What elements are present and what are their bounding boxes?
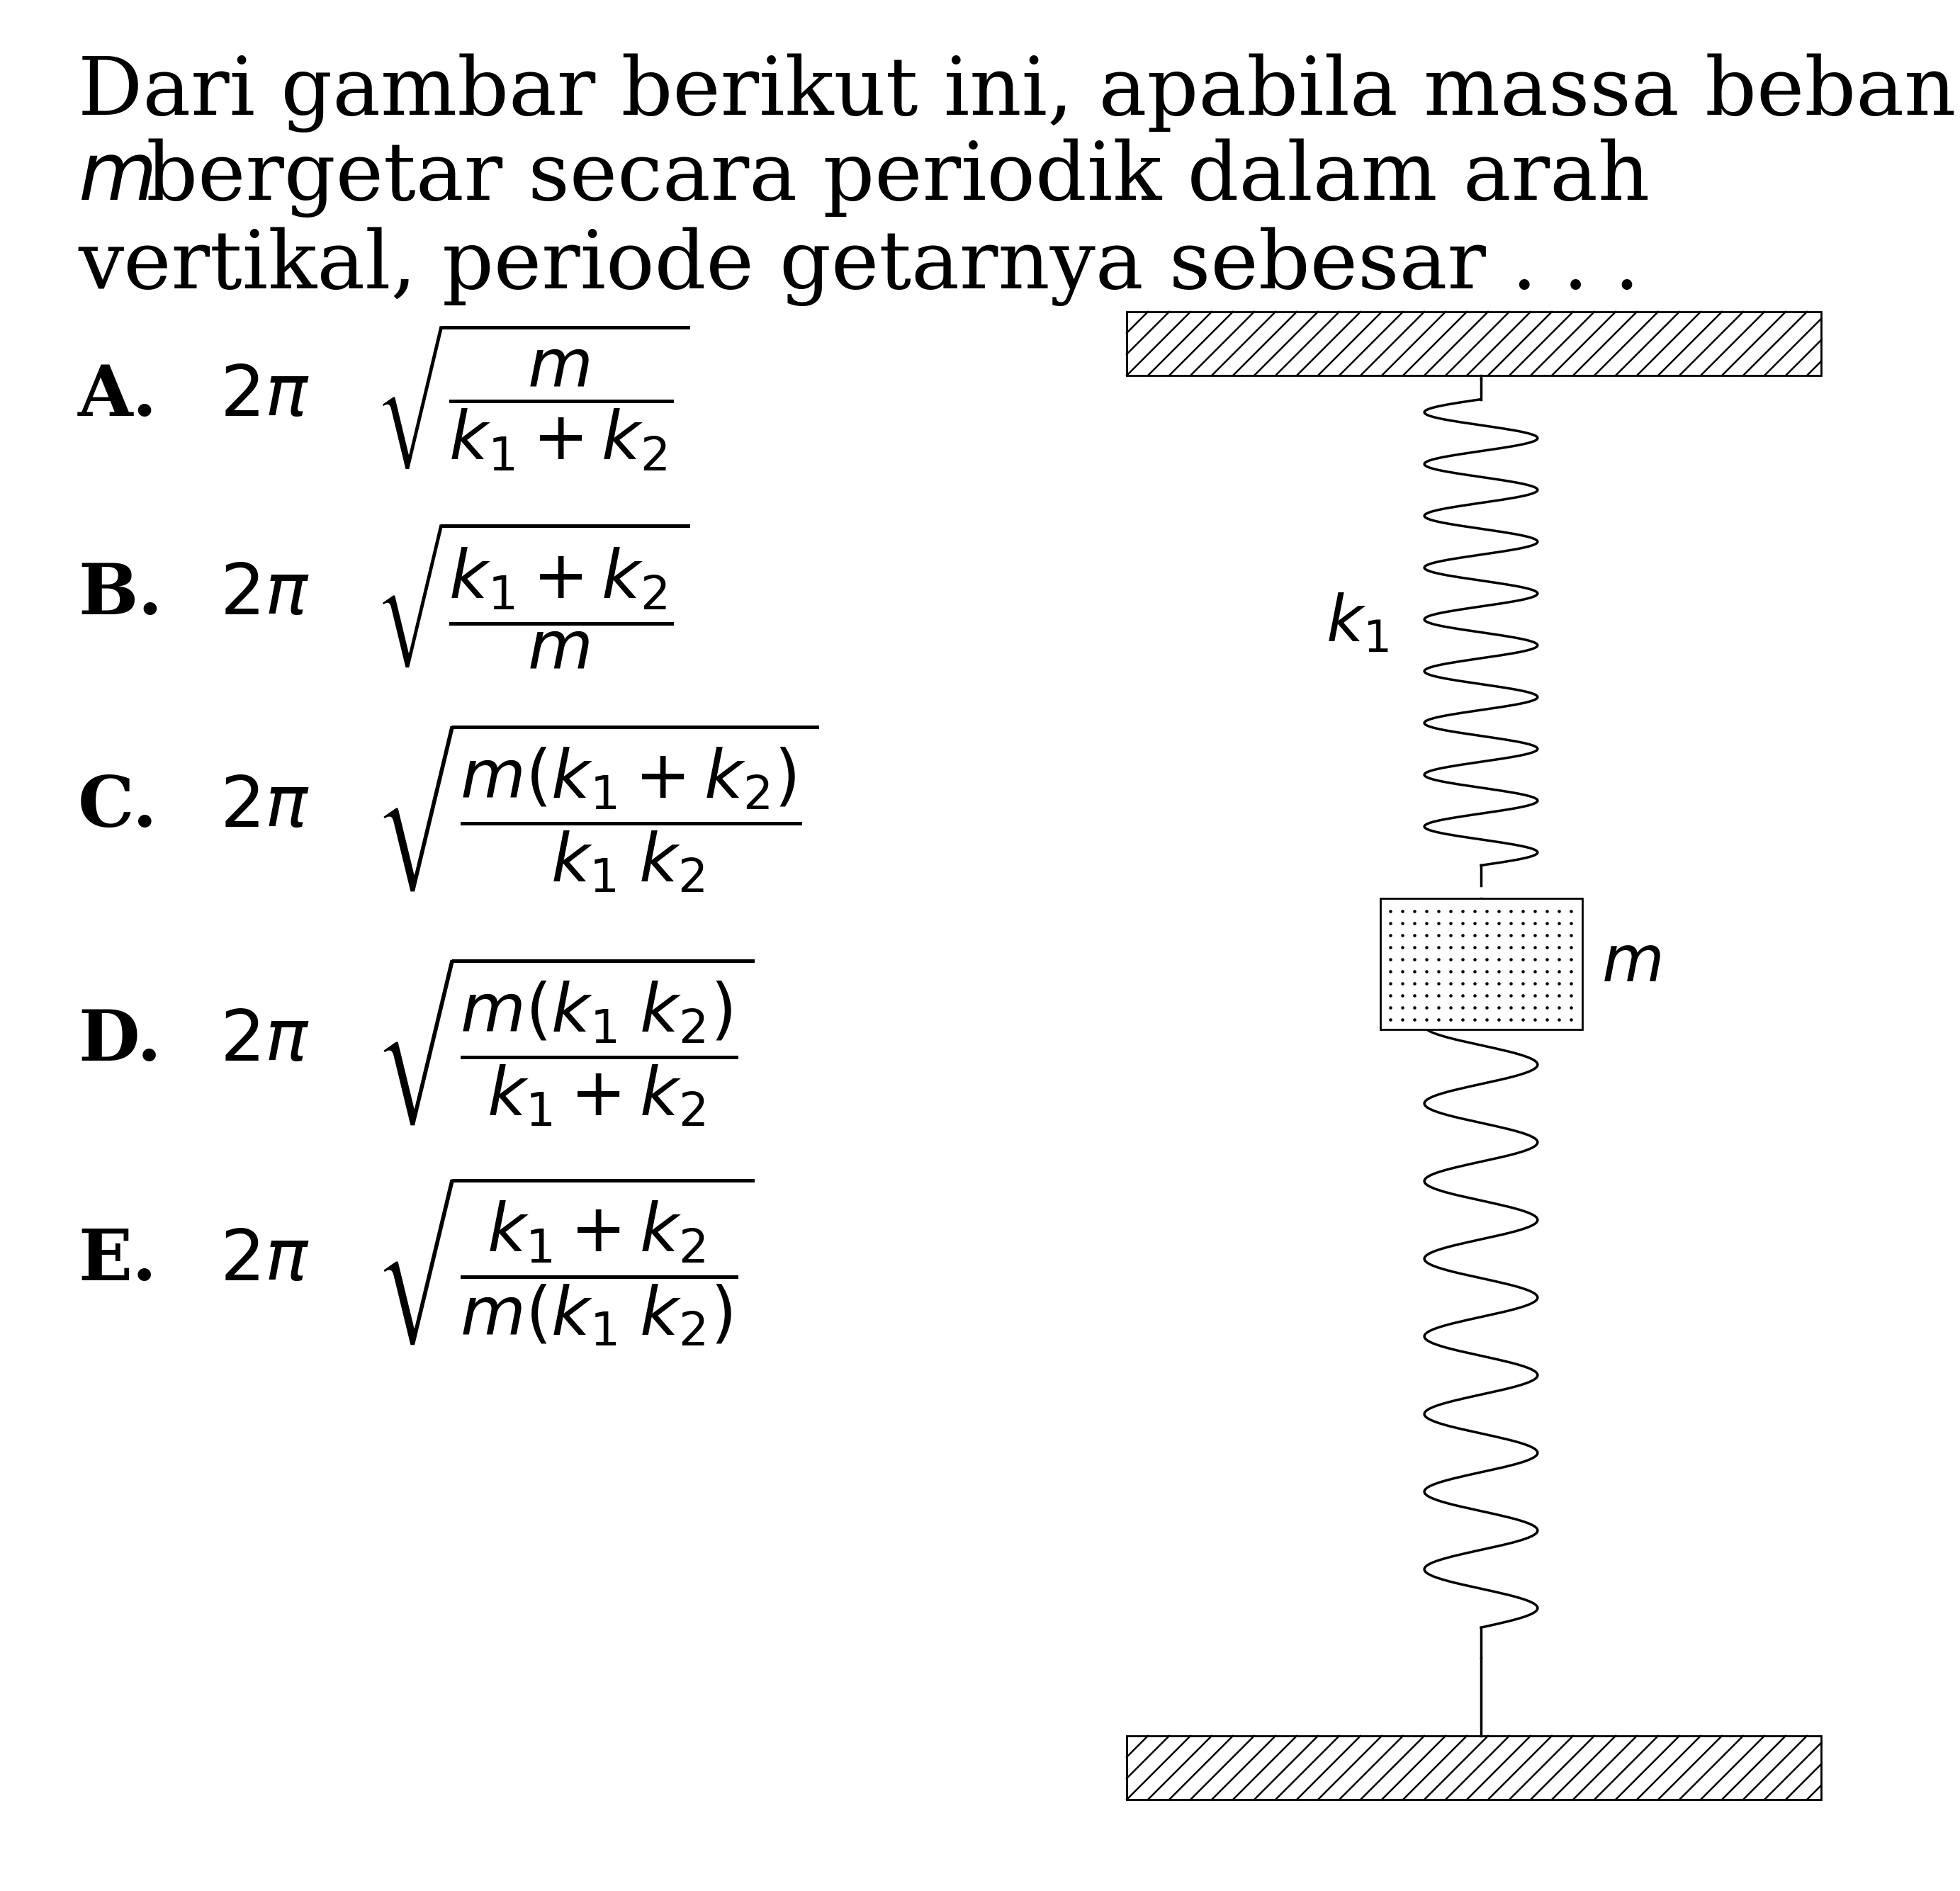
Text: $k_1$: $k_1$ xyxy=(1327,592,1390,654)
Bar xyxy=(1127,312,1821,376)
Bar xyxy=(1127,1736,1821,1800)
Text: $2\pi$: $2\pi$ xyxy=(220,363,310,431)
Text: $\sqrt{\dfrac{k_1 + k_2}{m}}$: $\sqrt{\dfrac{k_1 + k_2}{m}}$ xyxy=(376,520,690,671)
Text: vertikal, periode getarnya sebesar . . .: vertikal, periode getarnya sebesar . . . xyxy=(78,227,1641,306)
Text: $\sqrt{\dfrac{m}{k_1 + k_2}}$: $\sqrt{\dfrac{m}{k_1 + k_2}}$ xyxy=(376,321,690,473)
Text: $2\pi$: $2\pi$ xyxy=(220,1008,310,1076)
Text: A.: A. xyxy=(78,363,157,431)
Bar xyxy=(1127,312,1821,376)
Text: $2\pi$: $2\pi$ xyxy=(220,562,310,630)
Text: $2\pi$: $2\pi$ xyxy=(220,1227,310,1295)
Text: E.: E. xyxy=(78,1227,157,1295)
Text: $\sqrt{\dfrac{m(k_1 \; k_2)}{k_1 + k_2}}$: $\sqrt{\dfrac{m(k_1 \; k_2)}{k_1 + k_2}}… xyxy=(376,955,755,1129)
Text: $2\pi$: $2\pi$ xyxy=(220,773,310,841)
Text: $m$: $m$ xyxy=(78,138,153,217)
Bar xyxy=(1380,898,1582,1029)
Bar xyxy=(1127,1736,1821,1800)
Text: Dari gambar berikut ini, apabila massa beban: Dari gambar berikut ini, apabila massa b… xyxy=(78,53,1956,132)
Text: C.: C. xyxy=(78,773,159,841)
Text: $m$: $m$ xyxy=(1601,932,1662,995)
Text: bergetar secara periodik dalam arah: bergetar secara periodik dalam arah xyxy=(120,138,1650,217)
Text: $\sqrt{\dfrac{k_1 + k_2}{m(k_1 \; k_2)}}$: $\sqrt{\dfrac{k_1 + k_2}{m(k_1 \; k_2)}}… xyxy=(376,1174,755,1348)
Text: D.: D. xyxy=(78,1008,161,1076)
Text: B.: B. xyxy=(78,562,163,630)
Text: $\sqrt{\dfrac{m(k_1 + k_2)}{k_1 \; k_2}}$: $\sqrt{\dfrac{m(k_1 + k_2)}{k_1 \; k_2}}… xyxy=(376,720,819,894)
